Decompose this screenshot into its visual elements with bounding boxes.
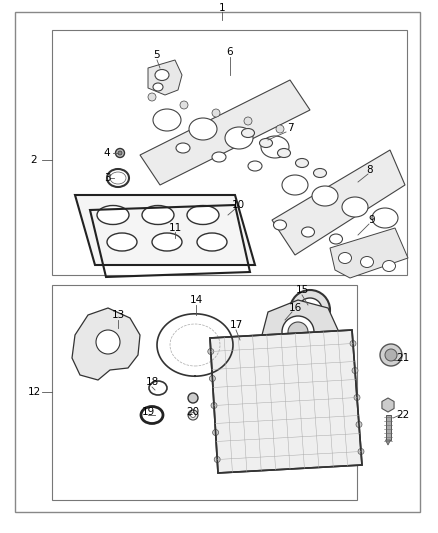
Ellipse shape — [248, 161, 262, 171]
Ellipse shape — [153, 109, 181, 131]
Polygon shape — [75, 195, 255, 265]
Ellipse shape — [212, 152, 226, 162]
Ellipse shape — [314, 168, 326, 177]
Circle shape — [288, 322, 308, 342]
Circle shape — [191, 413, 195, 417]
Polygon shape — [210, 330, 362, 473]
Circle shape — [290, 290, 330, 330]
Circle shape — [356, 422, 362, 427]
Circle shape — [212, 109, 220, 117]
Text: 1: 1 — [219, 3, 225, 13]
Circle shape — [188, 410, 198, 420]
Bar — [52, 30, 407, 275]
Circle shape — [350, 341, 356, 346]
Circle shape — [209, 376, 215, 382]
Ellipse shape — [241, 128, 254, 138]
Polygon shape — [382, 398, 394, 412]
Ellipse shape — [296, 158, 308, 167]
Text: 21: 21 — [396, 353, 409, 363]
Ellipse shape — [339, 253, 352, 263]
Polygon shape — [72, 308, 140, 380]
Polygon shape — [330, 228, 408, 278]
Ellipse shape — [329, 234, 343, 244]
Ellipse shape — [97, 206, 129, 224]
Text: 10: 10 — [231, 200, 244, 210]
Ellipse shape — [342, 197, 368, 217]
Circle shape — [358, 448, 364, 455]
Ellipse shape — [142, 206, 174, 224]
Circle shape — [211, 402, 217, 408]
Ellipse shape — [357, 241, 371, 251]
Ellipse shape — [278, 149, 290, 157]
Ellipse shape — [301, 227, 314, 237]
Ellipse shape — [273, 220, 286, 230]
Text: 7: 7 — [287, 123, 293, 133]
Circle shape — [148, 93, 156, 101]
Circle shape — [276, 125, 284, 133]
Circle shape — [385, 349, 397, 361]
Ellipse shape — [259, 139, 272, 148]
Circle shape — [298, 298, 322, 322]
Text: 19: 19 — [141, 407, 155, 417]
Circle shape — [244, 117, 252, 125]
Text: 12: 12 — [27, 387, 41, 397]
Ellipse shape — [372, 208, 398, 228]
Text: 16: 16 — [288, 303, 302, 313]
Text: 17: 17 — [230, 320, 243, 330]
Text: 8: 8 — [367, 165, 373, 175]
Text: 4: 4 — [104, 148, 110, 158]
Ellipse shape — [107, 233, 137, 251]
Ellipse shape — [176, 143, 190, 153]
Circle shape — [208, 349, 214, 354]
Text: 18: 18 — [145, 377, 159, 387]
Text: 9: 9 — [369, 215, 375, 225]
Text: 13: 13 — [111, 310, 125, 320]
Polygon shape — [385, 440, 391, 445]
Circle shape — [354, 394, 360, 400]
Circle shape — [352, 367, 358, 374]
Ellipse shape — [189, 118, 217, 140]
Ellipse shape — [187, 206, 219, 224]
Ellipse shape — [360, 256, 374, 268]
Text: 5: 5 — [154, 50, 160, 60]
Circle shape — [380, 344, 402, 366]
Polygon shape — [272, 150, 405, 255]
Text: 6: 6 — [227, 47, 233, 57]
Circle shape — [214, 456, 220, 463]
Ellipse shape — [152, 233, 182, 251]
Ellipse shape — [155, 69, 169, 80]
Circle shape — [118, 151, 122, 155]
Ellipse shape — [153, 83, 163, 91]
Circle shape — [282, 316, 314, 348]
Ellipse shape — [282, 175, 308, 195]
Ellipse shape — [261, 136, 289, 158]
Circle shape — [212, 430, 219, 435]
Text: 14: 14 — [189, 295, 203, 305]
Text: 11: 11 — [168, 223, 182, 233]
Bar — [385, 415, 391, 440]
Circle shape — [188, 393, 198, 403]
Ellipse shape — [312, 186, 338, 206]
Text: 22: 22 — [396, 410, 409, 420]
Ellipse shape — [197, 233, 227, 251]
Ellipse shape — [382, 261, 396, 271]
Polygon shape — [262, 300, 338, 365]
Text: 20: 20 — [187, 407, 200, 417]
Circle shape — [180, 101, 188, 109]
Circle shape — [116, 149, 124, 157]
Polygon shape — [140, 80, 310, 185]
Ellipse shape — [225, 127, 253, 149]
Text: 2: 2 — [31, 155, 37, 165]
Bar — [52, 285, 357, 500]
Text: 15: 15 — [295, 285, 309, 295]
Circle shape — [96, 330, 120, 354]
Text: 3: 3 — [104, 173, 110, 183]
Polygon shape — [148, 60, 182, 95]
